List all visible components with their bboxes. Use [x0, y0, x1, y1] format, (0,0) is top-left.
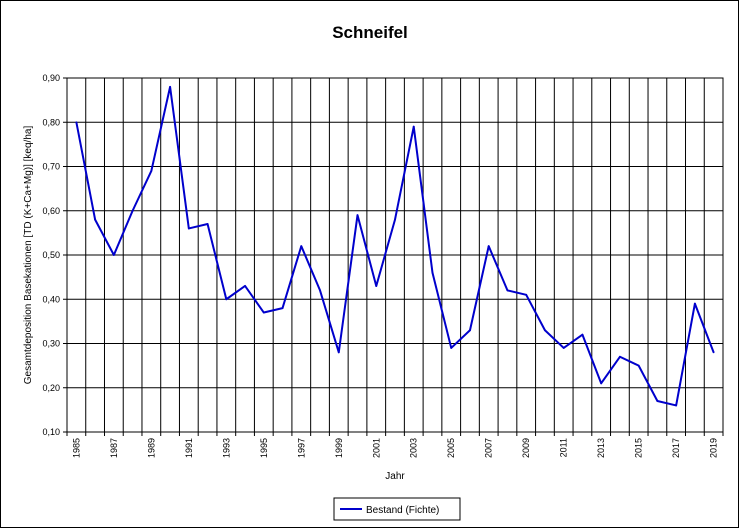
y-tick-label: 0,80 [42, 117, 60, 127]
data-point [450, 347, 453, 349]
data-point [712, 351, 715, 354]
legend-label: Bestand (Fichte) [366, 505, 439, 516]
x-axis-ticks: 1985 1987 1989 1991 1993 1995 1997 1999 2001 2003… [66, 432, 724, 458]
y-tick-label: 0,60 [42, 206, 60, 216]
legend-box [333, 497, 461, 521]
y-tick-label: 0,70 [42, 162, 60, 172]
x-tick-label: 2017 [671, 438, 681, 458]
data-point [469, 329, 471, 332]
data-point [544, 329, 546, 332]
y-axis-ticks: 0,10 0,20 0,30 0,40 0,50 0,60 0,70 0,80 0,90 [42, 73, 67, 437]
data-point [693, 302, 696, 305]
x-tick-label: 2009 [521, 438, 531, 458]
data-point [150, 170, 153, 172]
data-point [487, 245, 490, 248]
data-point [356, 214, 359, 217]
y-tick-label: 0,90 [42, 73, 60, 83]
data-point [600, 382, 603, 385]
x-tick-label: 2003 [409, 438, 419, 458]
data-point [262, 311, 265, 314]
x-tick-label: 2015 [634, 438, 644, 458]
data-point [431, 271, 434, 274]
chart-title: Schneifel [332, 23, 408, 42]
data-point [394, 218, 396, 221]
data-point [506, 289, 509, 292]
data-point [169, 85, 171, 88]
x-tick-label: 1995 [259, 438, 269, 458]
data-point [619, 355, 621, 358]
x-tick-label: 2013 [596, 438, 606, 458]
x-tick-label: 2019 [709, 438, 719, 458]
x-tick-label: 2005 [446, 438, 456, 458]
data-point [281, 307, 284, 309]
x-tick-label: 1991 [184, 438, 194, 458]
data-point [319, 289, 321, 292]
x-tick-label: 2011 [559, 438, 569, 457]
data-point [131, 209, 134, 212]
data-point [75, 121, 78, 124]
data-point [187, 227, 190, 230]
data-point [300, 245, 303, 248]
x-tick-label: 1999 [334, 438, 344, 458]
x-tick-label: 2001 [371, 438, 381, 458]
y-tick-label: 0,20 [42, 383, 60, 393]
data-point [206, 223, 209, 225]
y-axis-label: Gesamtdeposition Basekationen [TD (K+Ca+… [23, 126, 34, 385]
data-point [94, 218, 97, 221]
y-tick-label: 0,30 [42, 339, 60, 349]
x-axis-label: Jahr [385, 471, 405, 482]
data-point [656, 400, 659, 402]
data-point [375, 285, 378, 287]
x-tick-label: 1997 [296, 438, 306, 458]
x-tick-label: 1987 [109, 438, 119, 458]
gridlines [67, 77, 723, 433]
x-tick-label: 1985 [71, 438, 81, 458]
data-points [75, 85, 715, 407]
data-point [562, 347, 565, 349]
y-tick-label: 0,50 [42, 250, 60, 260]
data-point [675, 404, 678, 407]
data-point [637, 364, 640, 367]
data-point [244, 285, 246, 287]
x-tick-label: 2007 [484, 438, 494, 458]
data-point [412, 125, 415, 128]
x-tick-label: 1993 [221, 438, 231, 458]
y-tick-label: 0,40 [42, 294, 60, 304]
y-tick-label: 0,10 [42, 427, 60, 437]
data-point [337, 351, 340, 354]
legend: Bestand (Fichte) [333, 497, 461, 521]
data-point [112, 254, 115, 256]
data-point [581, 333, 584, 336]
data-point [525, 293, 528, 296]
x-tick-label: 1989 [146, 438, 156, 458]
data-point [225, 298, 228, 301]
